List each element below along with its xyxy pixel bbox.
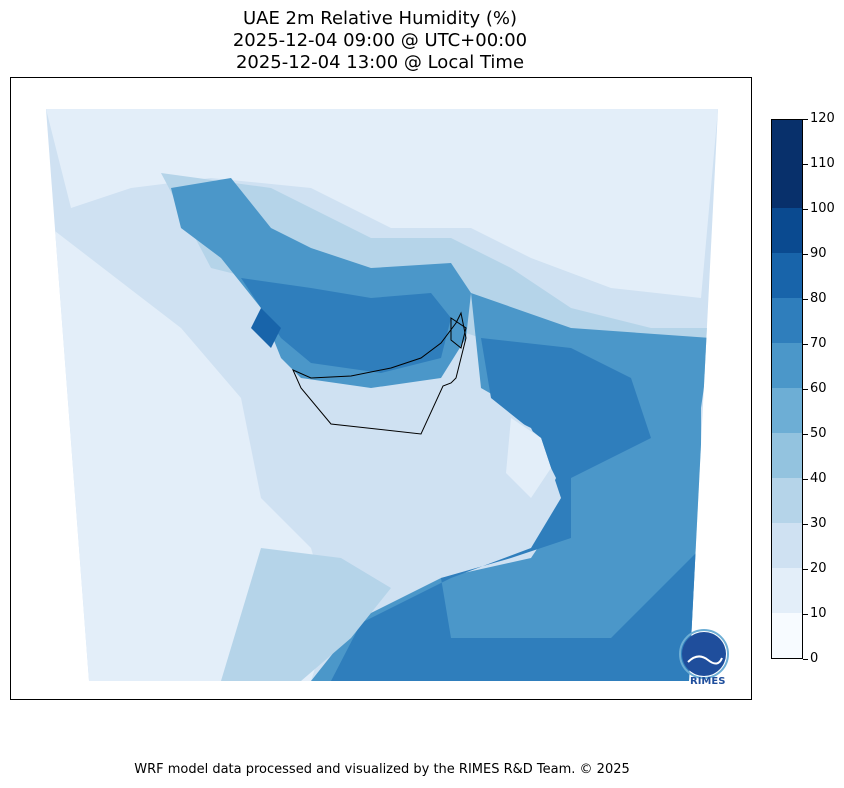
colorbar-tick	[803, 389, 808, 390]
southern-band	[221, 548, 391, 681]
colorbar	[771, 119, 803, 659]
colorbar-tick	[803, 659, 808, 660]
colorbar-tick	[803, 164, 808, 165]
map-title-line-3: 2025-12-04 13:00 @ Local Time	[235, 52, 525, 73]
colorbar-tick	[803, 434, 808, 435]
footer-credit: WRF model data processed and visualized …	[134, 762, 630, 777]
colorbar-tick-label: 80	[810, 291, 827, 306]
colorbar-tick-label: 0	[810, 651, 819, 666]
colorbar-tick-label: 120	[810, 111, 835, 126]
colorbar-tick-label: 60	[810, 381, 827, 396]
colorbar-tick-label: 110	[810, 156, 835, 171]
colorbar-tick-label: 20	[810, 561, 827, 576]
humidity-map	[46, 109, 718, 681]
colorbar-band	[772, 252, 802, 298]
colorbar-tick-label: 30	[810, 516, 827, 531]
colorbar-band	[772, 120, 802, 163]
map-title-line-1: UAE 2m Relative Humidity (%)	[242, 8, 518, 29]
colorbar-band	[772, 207, 802, 253]
colorbar-tick-label: 50	[810, 426, 827, 441]
colorbar-tick-label: 90	[810, 246, 827, 261]
rimes-logo-icon	[679, 629, 729, 679]
logo-text: RIMES	[690, 676, 726, 687]
colorbar-tick	[803, 119, 808, 120]
colorbar-tick	[803, 524, 808, 525]
colorbar-band	[772, 432, 802, 478]
colorbar-band	[772, 342, 802, 388]
colorbar-tick-label: 70	[810, 336, 827, 351]
oman-highland-patch	[506, 418, 551, 498]
gulf-dark-patch	[251, 308, 281, 348]
colorbar-band	[772, 477, 802, 523]
uae-border-outline	[292, 311, 467, 435]
colorbar-tick	[803, 569, 808, 570]
north-light-region	[46, 109, 718, 298]
map-title-line-2: 2025-12-04 09:00 @ UTC+00:00	[232, 30, 528, 51]
oman-interior-region	[311, 398, 556, 578]
arabian-sea-core	[331, 338, 701, 681]
colorbar-band	[772, 567, 802, 613]
colorbar-tick	[803, 209, 808, 210]
musandam-outline	[450, 317, 467, 349]
colorbar-band	[772, 162, 802, 208]
colorbar-tick-label: 40	[810, 471, 827, 486]
persian-gulf-core	[241, 278, 451, 373]
colorbar-band	[772, 612, 802, 658]
colorbar-band	[772, 297, 802, 343]
colorbar-band	[772, 522, 802, 568]
colorbar-tick	[803, 299, 808, 300]
colorbar-tick	[803, 614, 808, 615]
map-frame	[10, 77, 752, 700]
colorbar-tick	[803, 254, 808, 255]
colorbar-band	[772, 387, 802, 433]
colorbar-tick-label: 10	[810, 606, 827, 621]
colorbar-tick	[803, 479, 808, 480]
colorbar-tick-label: 100	[810, 201, 835, 216]
colorbar-tick	[803, 344, 808, 345]
